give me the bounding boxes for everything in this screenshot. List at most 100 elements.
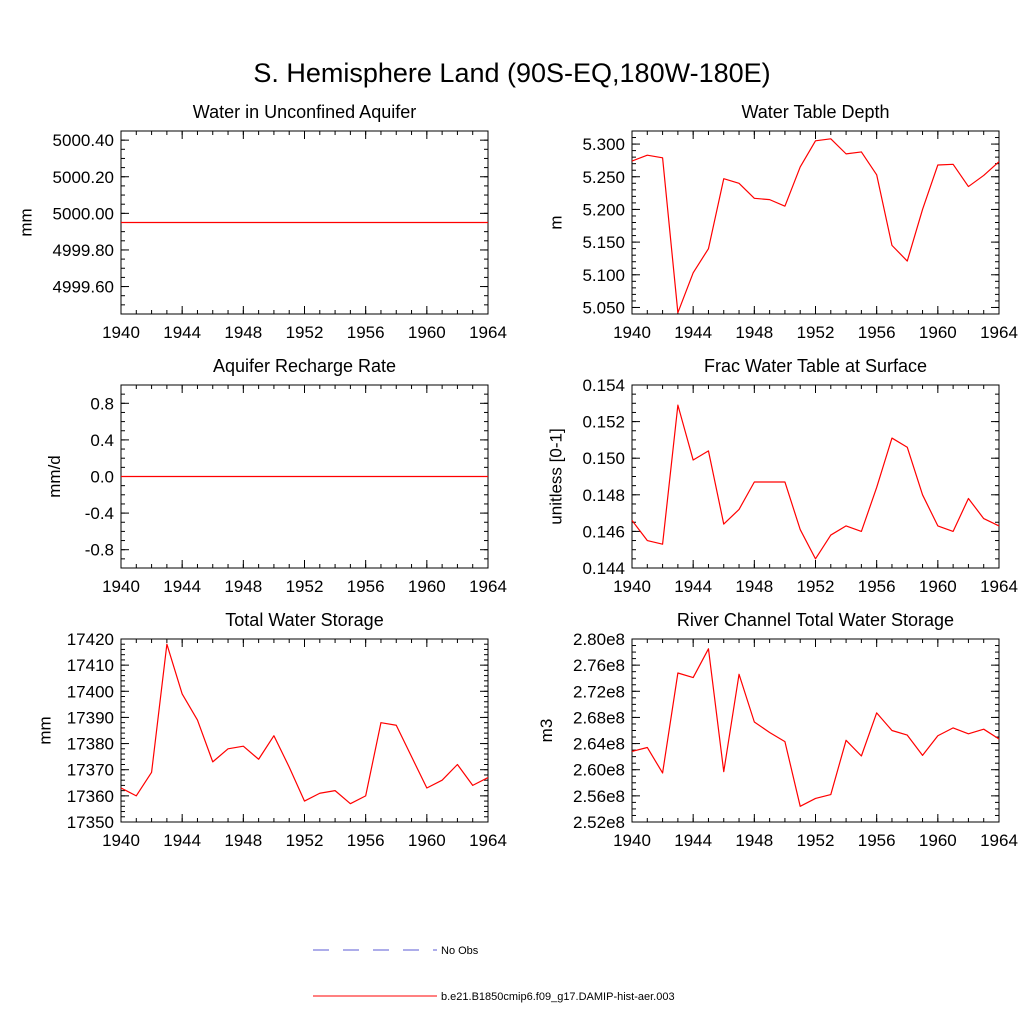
panels: 1940 1944 1948 1952 1956 1960 1964 4999.60 4999.… [17,102,1018,850]
x-tick-label: 1960 [408,831,446,850]
x-tick-label: 1944 [163,323,201,342]
y-tick-label: 5000.00 [53,204,114,223]
y-tick-label: 0.8 [90,394,114,413]
y-tick-label: 2.72e8 [573,682,625,701]
chart-panel-2: 1940 1944 1948 1952 1956 1960 1964 5.050 5.100 5.… [547,102,1018,342]
x-tick-label: 1956 [858,323,896,342]
x-tick-label: 1956 [858,831,896,850]
y-tick-label: 5000.20 [53,168,114,187]
y-axis-label: mm [36,716,55,744]
x-tick-label: 1956 [347,323,385,342]
y-tick-label: 17380 [67,735,114,754]
panel-title: Aquifer Recharge Rate [213,356,396,376]
x-tick-label: 1964 [980,323,1018,342]
x-tick-label: 1964 [469,831,507,850]
y-tick-label: 17350 [67,813,114,832]
y-tick-label: 4999.60 [53,278,114,297]
y-tick-label: 5.100 [582,266,625,285]
x-tick-label: 1960 [919,577,957,596]
x-tick-label: 1948 [735,323,773,342]
x-tick-label: 1940 [102,831,140,850]
plot-frame [631,638,1000,823]
x-tick-label: 1956 [347,577,385,596]
y-tick-label: 5.150 [582,233,625,252]
x-tick-label: 1948 [224,831,262,850]
y-tick-label: 0.146 [582,522,625,541]
y-tick-label: 17420 [67,630,114,649]
chart-panel-1: 1940 1944 1948 1952 1956 1960 1964 4999.60 4999.… [17,102,507,342]
plot-frame [120,638,489,823]
y-tick-label: 5.250 [582,168,625,187]
x-tick-label: 1944 [674,831,712,850]
y-tick-label: 2.56e8 [573,787,625,806]
x-tick-label: 1960 [919,323,957,342]
x-tick-label: 1964 [980,831,1018,850]
x-tick-label: 1952 [286,831,324,850]
y-axis-label: unitless [0-1] [547,428,566,524]
y-axis-label: m3 [537,719,556,743]
y-tick-label: 0.148 [582,486,625,505]
x-tick-label: 1940 [613,577,651,596]
y-tick-label: 4999.80 [53,241,114,260]
panel-title: Water in Unconfined Aquifer [193,102,416,122]
y-tick-label: 17360 [67,787,114,806]
x-tick-label: 1948 [735,577,773,596]
y-tick-label: 5000.40 [53,131,114,150]
y-axis-label: m [547,215,566,229]
x-tick-label: 1952 [286,323,324,342]
series-line [631,138,1000,314]
x-tick-label: 1940 [613,831,651,850]
x-tick-label: 1956 [858,577,896,596]
series-line [631,648,1000,807]
x-tick-label: 1960 [919,831,957,850]
x-tick-label: 1944 [163,577,201,596]
y-tick-label: 17370 [67,761,114,780]
figure-title: S. Hemisphere Land (90S-EQ,180W-180E) [253,58,770,88]
chart-panel-4: 1940 1944 1948 1952 1956 1960 1964 0.144 0.146 0.… [547,356,1018,596]
panel-title: River Channel Total Water Storage [677,610,954,630]
x-tick-label: 1948 [224,577,262,596]
x-tick-label: 1944 [674,323,712,342]
y-tick-label: 2.68e8 [573,708,625,727]
y-tick-label: 2.60e8 [573,761,625,780]
legend-label-no-obs: No Obs [441,945,479,957]
x-tick-label: 1960 [408,577,446,596]
y-tick-label: 5.050 [582,298,625,317]
x-tick-label: 1948 [224,323,262,342]
plot-frame [631,130,1000,315]
series-line [120,643,489,805]
y-tick-label: 0.4 [90,431,114,450]
y-tick-label: 2.76e8 [573,656,625,675]
y-tick-label: 0.152 [582,413,625,432]
plot-frame [631,384,1000,569]
x-tick-label: 1940 [613,323,651,342]
y-tick-label: 0.0 [90,468,114,487]
y-axis-label: mm [17,208,36,236]
y-tick-label: 17410 [67,656,114,675]
y-tick-label: 0.144 [582,559,625,578]
y-axis-label: mm/d [45,455,64,498]
x-tick-label: 1952 [797,577,835,596]
y-tick-label: 0.150 [582,449,625,468]
y-tick-label: 5.300 [582,135,625,154]
chart-panel-5: 1940 1944 1948 1952 1956 1960 1964 17350 17360 17… [36,610,507,850]
y-tick-label: -0.4 [85,504,114,523]
chart-panel-3: 1940 1944 1948 1952 1956 1960 1964 -0.8 -0.4 0.0 0… [45,356,507,596]
x-tick-label: 1964 [980,577,1018,596]
x-tick-label: 1952 [797,323,835,342]
x-tick-label: 1944 [163,831,201,850]
series-line [631,404,1000,560]
y-tick-label: 2.64e8 [573,735,625,754]
y-tick-label: 17390 [67,708,114,727]
x-tick-label: 1964 [469,577,507,596]
y-tick-label: 2.80e8 [573,630,625,649]
x-tick-label: 1960 [408,323,446,342]
x-tick-label: 1948 [735,831,773,850]
y-tick-label: 5.200 [582,200,625,219]
y-tick-label: -0.8 [85,541,114,560]
legend-label-model: b.e21.B1850cmip6.f09_g17.DAMIP-hist-aer.… [441,991,675,1003]
panel-title: Total Water Storage [225,610,383,630]
legend: No Obs b.e21.B1850cmip6.f09_g17.DAMIP-hi… [313,945,675,1003]
y-tick-label: 17400 [67,682,114,701]
